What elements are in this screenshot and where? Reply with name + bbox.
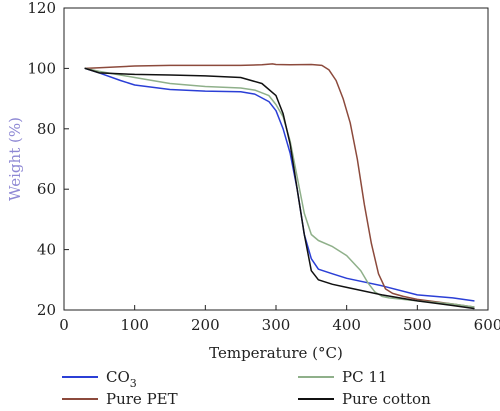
y-tick-label: 100 xyxy=(27,59,56,77)
series-line-0 xyxy=(84,67,475,302)
x-axis: 0 100 200 300 400 500 600 xyxy=(59,305,500,334)
x-tick-label: 0 xyxy=(59,316,69,334)
legend-label: Pure cotton xyxy=(342,390,431,408)
legend: CO3 PC 11 Pure PET Pure cotton xyxy=(62,368,431,408)
x-tick-label: 200 xyxy=(191,316,220,334)
legend-item: CO3 xyxy=(62,368,137,390)
series-line-3 xyxy=(84,67,475,310)
x-tick-label: 400 xyxy=(332,316,361,334)
series-line-1 xyxy=(84,63,475,308)
legend-item: PC 11 xyxy=(298,368,387,386)
y-tick-label: 60 xyxy=(37,180,56,198)
legend-item: Pure PET xyxy=(62,390,178,408)
y-tick-label: 80 xyxy=(37,120,56,138)
y-axis: 20 40 60 80 100 120 xyxy=(27,0,69,319)
y-axis-title: Weight (%) xyxy=(6,117,24,201)
x-axis-title: Temperature (°C) xyxy=(209,344,343,362)
legend-label-subscript: 3 xyxy=(130,377,137,390)
x-tick-label: 600 xyxy=(474,316,500,334)
series-lines xyxy=(84,63,475,310)
legend-item: Pure cotton xyxy=(298,390,431,408)
x-tick-label: 500 xyxy=(403,316,432,334)
y-tick-label: 40 xyxy=(37,241,56,259)
x-tick-label: 100 xyxy=(120,316,149,334)
series-line-2 xyxy=(84,67,475,308)
legend-label: CO3 xyxy=(106,368,137,390)
legend-label: Pure PET xyxy=(106,390,178,408)
y-tick-label: 120 xyxy=(27,0,56,17)
plot-area: 0 100 200 300 400 500 600 20 40 60 80 100 120 xyxy=(27,0,500,334)
y-tick-label: 20 xyxy=(37,301,56,319)
plot-frame xyxy=(63,7,489,311)
x-tick-label: 300 xyxy=(262,316,291,334)
legend-label: PC 11 xyxy=(342,368,387,386)
